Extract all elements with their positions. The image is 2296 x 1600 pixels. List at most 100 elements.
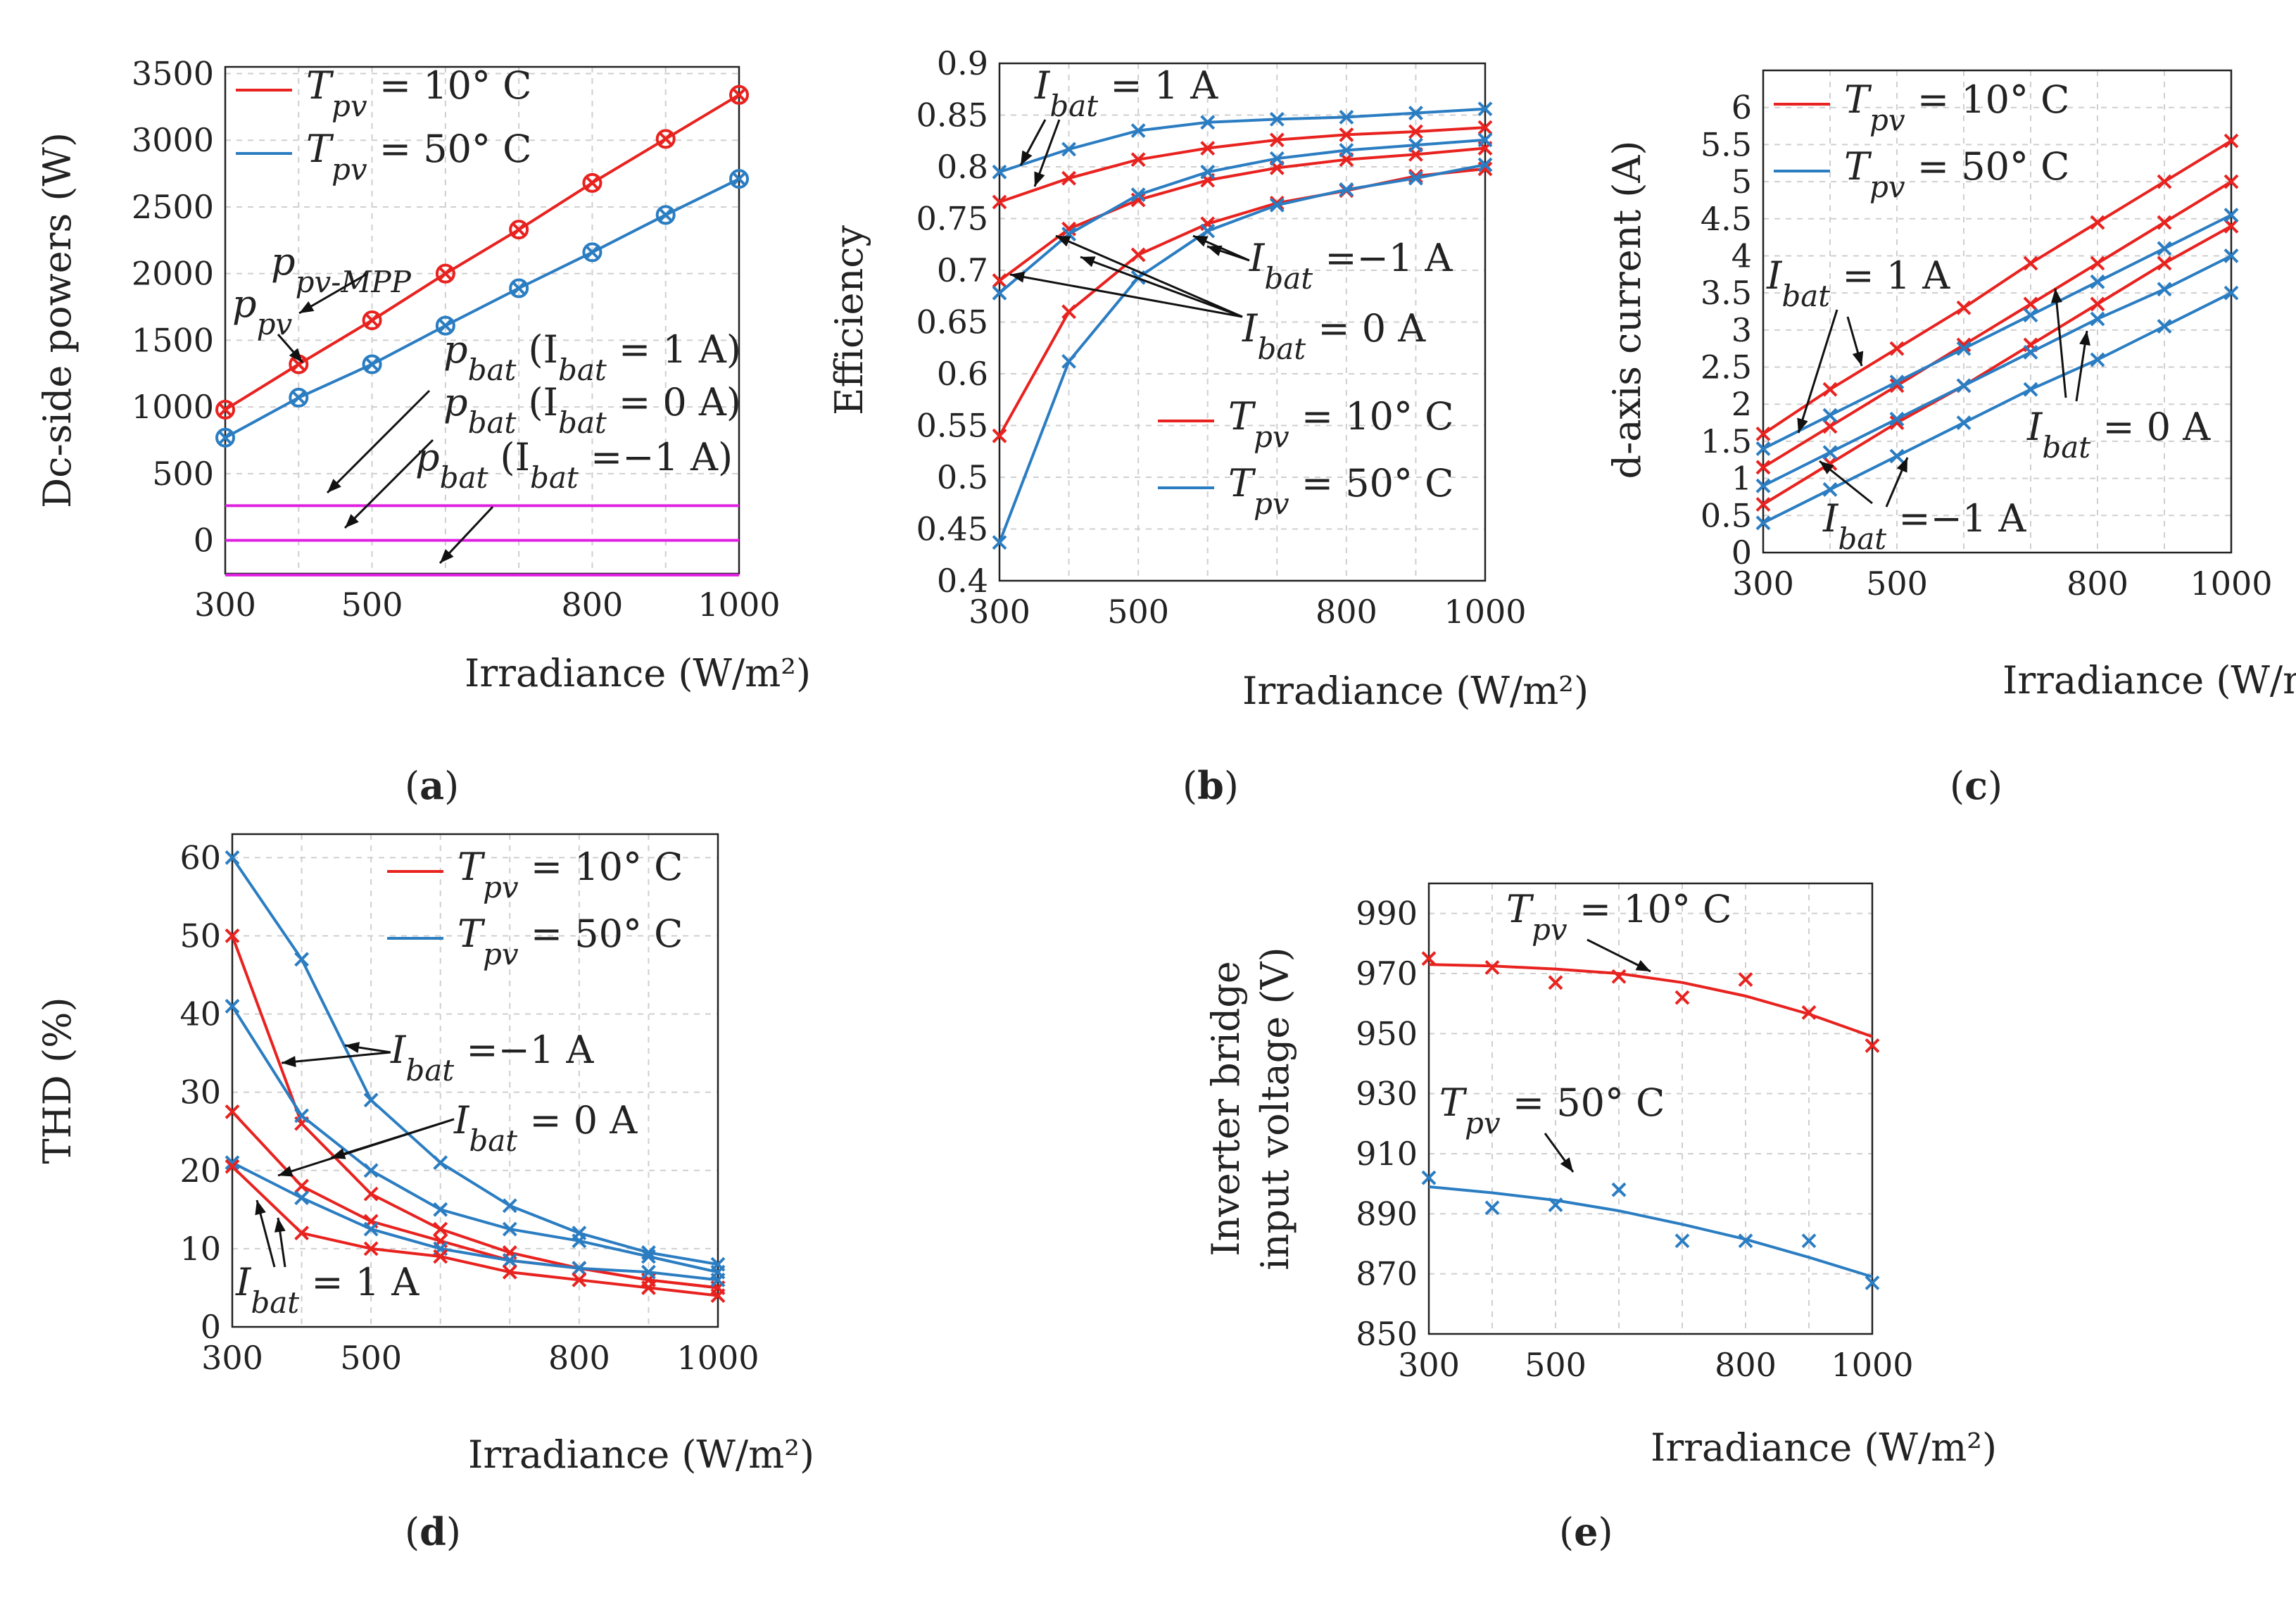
data-point-stroke [1408,124,1423,139]
data-point-stroke [225,928,240,943]
ann-symbol: p [271,239,296,284]
data-point [362,310,382,330]
panel-letter: a [420,763,444,808]
data-point [1865,1038,1880,1053]
ann-text: = 0 A) [607,380,741,424]
series-T-50-Ibat-0 [992,157,1493,550]
data-point [1889,415,1905,430]
series-T-50 [1421,1170,1880,1290]
chart-panel-b: 300 500 800 1000 0.4 0.45 0.5 0.55 0.6 0.65 0.7 0.7… [827,44,1589,808]
data-point-stroke [1956,415,1972,430]
data-point-stroke [365,313,379,328]
plot-frame [1427,882,1874,1335]
data-point [1484,1200,1500,1216]
x-tick-label: 300 [1398,1346,1460,1384]
data-point-stroke [2157,215,2172,230]
data-point [729,84,749,105]
annotation-arrow-head [331,1148,346,1159]
y-tick-label: 3500 [132,54,214,92]
data-point-stroke [1755,497,1771,512]
y-tick-label: 1500 [132,321,214,359]
data-point [2090,296,2105,312]
series-T-50-Ibat-0 [1755,248,2239,493]
data-point [1674,990,1690,1005]
data-point-stroke [1611,1182,1627,1197]
data-point-stroke [731,87,747,103]
data-point [1889,374,1905,390]
ann-symbol: I [1766,253,1783,298]
panel-paren: ) [1224,764,1239,808]
panel-paren: ( [1950,764,1964,808]
y-tick-label: 2000 [132,255,214,293]
y-tick-label: 850 [1356,1315,1418,1353]
data-point [655,129,676,149]
data-point-stroke [1269,151,1285,166]
panel-paren: ( [405,764,420,808]
ann-text: (I [516,380,558,424]
data-point [2224,208,2239,222]
data-point-stroke [1801,1233,1817,1249]
panel-paren: ) [446,1510,461,1554]
panel-letter: b [1197,763,1224,808]
data-point [1738,1233,1753,1249]
y-axis-label: d-axis current (A) [1605,141,1649,479]
plot-frame [1762,69,2233,554]
y-tick-label: 3.5 [1701,274,1752,312]
y-axis-label: Inverter bridge [1204,961,1248,1256]
data-point [289,387,309,408]
annotation-label: Ibat = 0 A [453,1098,638,1158]
ann-symbol: I [235,1260,252,1304]
annotation: Ibat = 0 A [1009,234,1426,366]
data-point [363,1092,379,1108]
data-point-stroke [658,131,674,146]
data-point-circle [362,354,382,374]
series-line [1428,963,1873,1038]
data-point-stroke [992,535,1007,550]
annotation-arrow-head [1635,959,1651,971]
panel-label: (d) [405,1509,461,1554]
data-point-stroke [1477,101,1493,117]
data-point [992,535,1007,550]
x-tick-label: 500 [341,586,403,624]
x-axis-label: Irradiance (W/m²) [468,1432,814,1477]
data-point-stroke [1755,478,1771,493]
data-point [2224,218,2239,234]
ann-symbol: I [1249,236,1266,280]
y-tick-label: 0.8 [937,148,988,186]
annotation: pbat (Ibat = 0 A) [343,380,741,529]
data-point-stroke [1865,1275,1880,1290]
data-point-stroke [658,207,674,222]
legend-entry: Tpv = 10° C [306,63,531,123]
y-axis-label: Dc-side powers (W) [35,132,80,508]
legend-subscript: pv [1869,103,1905,137]
annotation-label: Ibat = 1 A [1766,253,1950,313]
data-point-circle [509,220,529,240]
data-point [1889,378,1905,393]
data-point-stroke [2224,208,2239,222]
series-line [225,177,740,439]
data-point-stroke [992,428,1007,443]
data-point [1956,300,1972,315]
data-point [1611,1182,1627,1197]
legend-entry: Tpv = 10° C [1228,394,1453,454]
data-point [1755,426,1771,441]
annotation-arrow-head [1193,236,1209,247]
data-point-stroke [1477,132,1493,148]
data-point-stroke [1339,127,1354,142]
data-point-stroke [1130,247,1146,263]
data-point-stroke [1484,1200,1500,1216]
annotation-arrow [281,1051,391,1064]
data-point [225,999,240,1014]
data-point [1477,101,1493,117]
data-point-stroke [1755,515,1771,531]
annotation-arrow [326,389,431,494]
data-point [1755,478,1771,493]
data-point [2224,174,2239,189]
annotation-arrow-head [327,479,341,493]
ann-symbol: p [443,327,468,372]
data-point [363,1186,379,1202]
data-point [2224,285,2239,301]
series-T-50-Ibat-1 [992,132,1493,301]
data-point-stroke [1755,460,1771,475]
annotation: Ibat = 0 A [2026,288,2211,465]
